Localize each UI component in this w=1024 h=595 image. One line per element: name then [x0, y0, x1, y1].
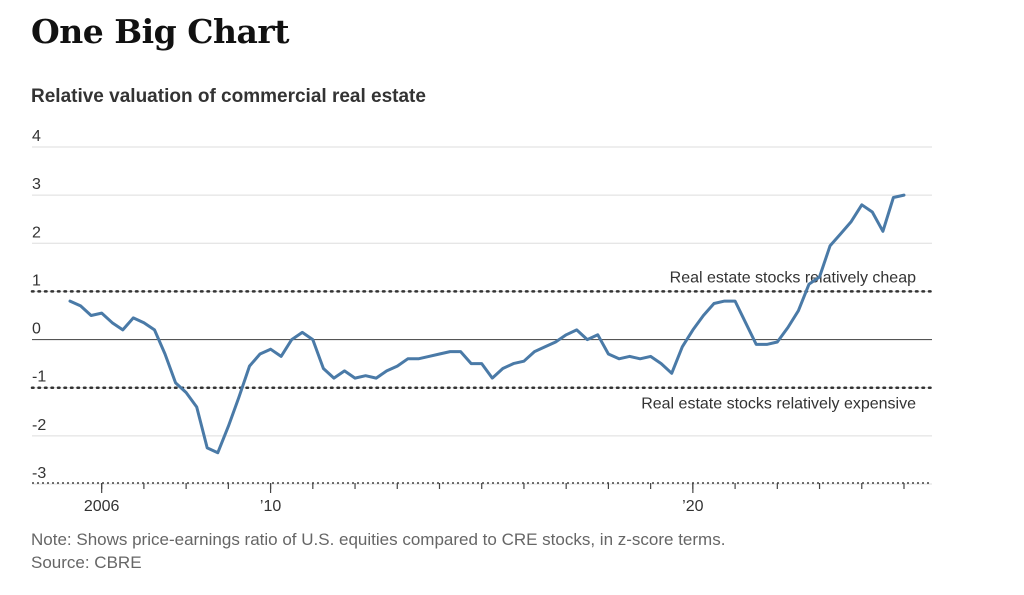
- data-point: [269, 347, 273, 351]
- data-point: [110, 321, 114, 325]
- data-point: [839, 232, 843, 236]
- data-point: [364, 374, 368, 378]
- data-point: [723, 299, 727, 303]
- data-point: [680, 345, 684, 349]
- data-point: [902, 193, 906, 197]
- data-point: [216, 451, 220, 455]
- data-point: [438, 352, 442, 356]
- y-tick-label: 4: [32, 128, 41, 145]
- data-point: [131, 316, 135, 320]
- data-point: [511, 362, 515, 366]
- data-point: [617, 357, 621, 361]
- data-point: [490, 376, 494, 380]
- data-point: [353, 376, 357, 380]
- data-point: [649, 354, 653, 358]
- data-point: [195, 405, 199, 409]
- data-point: [395, 364, 399, 368]
- data-point: [881, 229, 885, 233]
- data-point: [385, 369, 389, 373]
- data-point: [891, 196, 895, 200]
- data-point: [174, 381, 178, 385]
- data-point: [89, 314, 93, 318]
- data-point: [701, 314, 705, 318]
- data-point: [744, 321, 748, 325]
- y-tick-label: 0: [32, 321, 41, 338]
- data-point: [564, 333, 568, 337]
- data-point: [543, 345, 547, 349]
- data-point: [638, 357, 642, 361]
- data-point: [332, 376, 336, 380]
- data-point: [427, 354, 431, 358]
- data-point: [596, 333, 600, 337]
- x-tick-label: ’10: [260, 498, 281, 515]
- data-point: [870, 210, 874, 214]
- data-point: [480, 362, 484, 366]
- data-point: [300, 330, 304, 334]
- data-point: [459, 350, 463, 354]
- chart-title: One Big Chart: [31, 12, 289, 51]
- y-tick-label: -3: [32, 465, 46, 482]
- data-point: [100, 311, 104, 315]
- data-point: [786, 326, 790, 330]
- data-point: [153, 328, 157, 332]
- threshold-label: Real estate stocks relatively expensive: [641, 396, 916, 413]
- threshold-label: Real estate stocks relatively cheap: [670, 269, 916, 286]
- data-point: [226, 424, 230, 428]
- data-point: [860, 203, 864, 207]
- data-point: [290, 338, 294, 342]
- data-point: [533, 350, 537, 354]
- data-point: [121, 328, 125, 332]
- data-point: [279, 354, 283, 358]
- data-point: [828, 244, 832, 248]
- data-point: [248, 364, 252, 368]
- chart-subtitle: Relative valuation of commercial real es…: [31, 86, 426, 107]
- chart-source: Source: CBRE: [31, 553, 142, 572]
- data-point: [184, 391, 188, 395]
- data-point: [343, 369, 347, 373]
- data-point: [205, 446, 209, 450]
- data-point: [163, 352, 167, 356]
- data-point: [237, 395, 241, 399]
- data-point: [142, 321, 146, 325]
- data-point: [406, 357, 410, 361]
- data-point: [416, 357, 420, 361]
- y-tick-label: 1: [32, 272, 41, 289]
- data-point: [606, 352, 610, 356]
- data-point: [448, 350, 452, 354]
- data-point: [321, 367, 325, 371]
- data-point: [79, 304, 83, 308]
- data-point: [754, 342, 758, 346]
- y-tick-label: 3: [32, 176, 41, 193]
- data-point: [807, 282, 811, 286]
- data-point: [775, 340, 779, 344]
- data-point: [733, 299, 737, 303]
- data-point: [374, 376, 378, 380]
- x-tick-label: ’20: [682, 498, 703, 515]
- data-point: [659, 362, 663, 366]
- data-point: [670, 371, 674, 375]
- data-point: [849, 220, 853, 224]
- data-point: [765, 342, 769, 346]
- data-point: [311, 338, 315, 342]
- data-point: [554, 340, 558, 344]
- data-point: [469, 362, 473, 366]
- data-point: [628, 354, 632, 358]
- data-point: [691, 328, 695, 332]
- series-line: [68, 193, 906, 455]
- data-point: [585, 338, 589, 342]
- data-point: [501, 367, 505, 371]
- data-point: [522, 359, 526, 363]
- y-tick-label: -2: [32, 417, 46, 434]
- data-point: [258, 352, 262, 356]
- y-tick-label: -1: [32, 369, 46, 386]
- data-point: [818, 275, 822, 279]
- data-point: [68, 299, 72, 303]
- y-tick-label: 2: [32, 224, 41, 241]
- x-tick-label: 2006: [84, 498, 120, 515]
- data-point: [796, 309, 800, 313]
- data-point: [575, 328, 579, 332]
- chart-note: Note: Shows price-earnings ratio of U.S.…: [31, 530, 726, 549]
- data-point: [712, 302, 716, 306]
